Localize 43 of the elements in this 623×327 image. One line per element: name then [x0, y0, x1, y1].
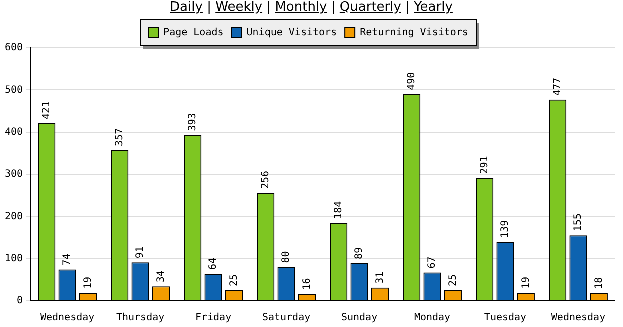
data-label: 184 — [333, 201, 344, 220]
data-label: 91 — [135, 246, 146, 259]
data-label: 155 — [573, 214, 584, 232]
text: Daily | Weekly | Monthly | Quarterly | Yearly — [170, 0, 453, 15]
y-tick-label: 300 — [5, 169, 24, 180]
y-tick-label: 200 — [5, 211, 24, 222]
y-tick-label: 600 — [5, 42, 24, 54]
y-tick-label: 100 — [5, 253, 24, 264]
data-label: 18 — [594, 277, 605, 290]
data-label: 80 — [281, 251, 292, 264]
x-tick-label: Sunday — [341, 312, 378, 324]
x-tick-label: Tuesday — [484, 312, 527, 324]
data-label: 19 — [520, 276, 532, 289]
data-label: 31 — [374, 272, 386, 284]
x-tick-label: Friday — [195, 312, 232, 324]
y-tick-label: 0 — [17, 296, 24, 307]
y-tick-label: 400 — [5, 126, 24, 138]
data-label: 25 — [228, 274, 240, 286]
x-tick-label: Saturday — [262, 312, 311, 324]
data-label: 16 — [302, 278, 313, 290]
legend-label: Page Loads — [164, 28, 224, 39]
data-label: 490 — [406, 72, 418, 90]
data-label: 393 — [187, 113, 198, 132]
legend-label: Returning Visitors — [360, 28, 468, 39]
data-label: 421 — [41, 101, 52, 120]
data-label: 477 — [552, 78, 564, 96]
data-label: 256 — [260, 170, 272, 190]
data-label: 139 — [500, 220, 512, 238]
data-label: 74 — [62, 254, 74, 266]
data-label: 89 — [354, 247, 366, 260]
data-label: 291 — [479, 156, 490, 174]
legend-label: Unique Visitors — [246, 28, 338, 39]
data-label: 19 — [82, 276, 94, 289]
x-tick-label: Monday — [414, 312, 451, 324]
x-tick-label: Wednesday — [551, 312, 606, 324]
x-tick-label: Thursday — [116, 312, 165, 324]
data-label: 64 — [208, 258, 220, 270]
x-tick-label: Wednesday — [40, 312, 95, 324]
data-label: 357 — [114, 128, 126, 146]
data-label: 67 — [427, 256, 438, 269]
y-tick-label: 500 — [5, 84, 24, 96]
data-label: 34 — [156, 270, 167, 283]
data-label: 25 — [448, 274, 459, 286]
